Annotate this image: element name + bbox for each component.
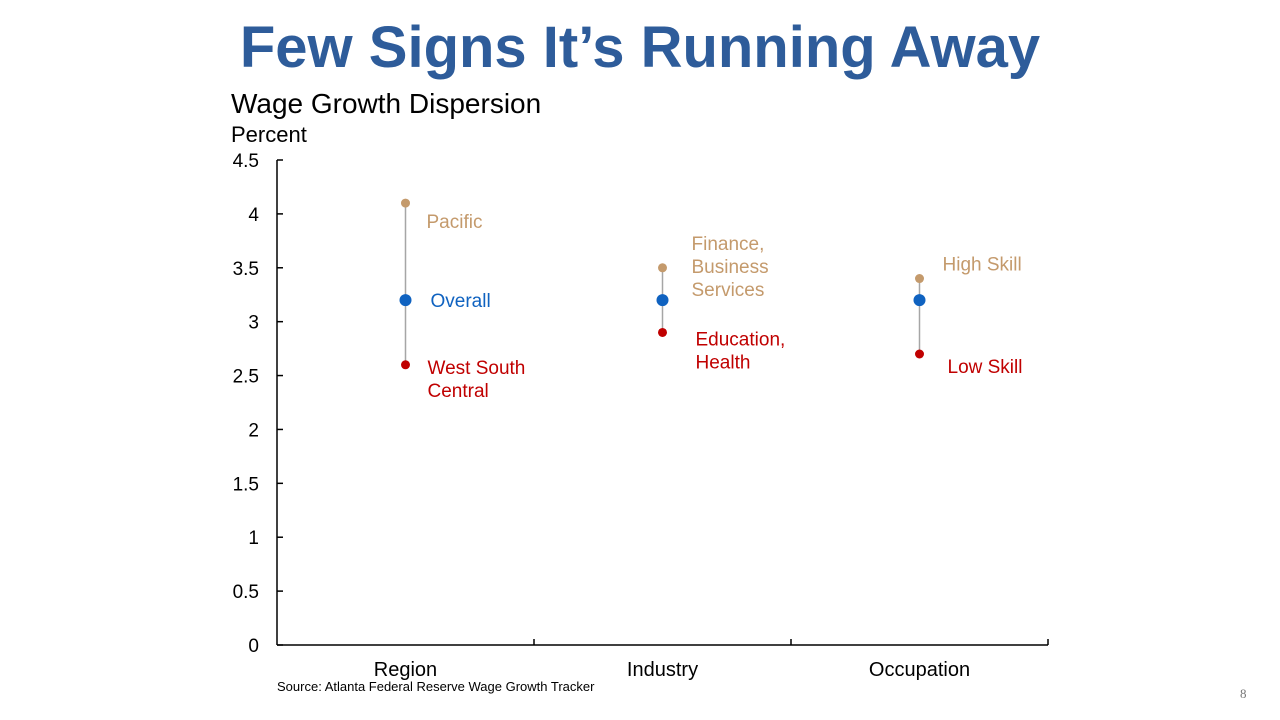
y-tick-label: 2.5 [233,367,259,388]
overall-data-label: Overall [431,291,491,312]
overall-point [913,294,926,307]
y-tick-label: 4 [248,205,259,226]
x-category-label: Occupation [869,659,970,681]
high-data-label: High Skill [943,255,1022,276]
source-note: Source: Atlanta Federal Reserve Wage Gro… [277,679,595,694]
low-point [915,349,924,359]
high-data-label: Pacific [427,212,483,233]
y-tick-label: 3.5 [233,259,259,280]
y-tick-label: 0.5 [233,582,259,603]
slide-title: Few Signs It’s Running Away [239,15,1041,80]
page-number: 8 [1240,686,1247,701]
y-tick-label: 1 [248,528,259,549]
y-tick-label: 2 [248,420,259,441]
y-tick-label: 4.5 [233,151,259,172]
low-data-label: Education, Health [696,329,786,373]
low-data-label: Low Skill [948,357,1023,378]
high-data-label: Finance, Business Services [692,234,769,301]
high-point [401,198,410,208]
overall-point [399,294,412,307]
low-data-label: West South Central [428,358,526,402]
x-category-label: Industry [627,659,698,681]
chart-title: Wage Growth Dispersion [231,88,542,119]
overall-point [656,294,669,307]
y-tick-label: 3 [248,313,259,334]
low-point [658,327,667,337]
y-tick-label: 0 [248,636,259,657]
high-point [658,263,667,273]
x-category-label: Region [374,659,437,681]
y-tick-label: 1.5 [233,474,259,495]
low-point [401,360,410,370]
high-point [915,274,924,284]
y-axis-unit-label: Percent [231,122,307,147]
